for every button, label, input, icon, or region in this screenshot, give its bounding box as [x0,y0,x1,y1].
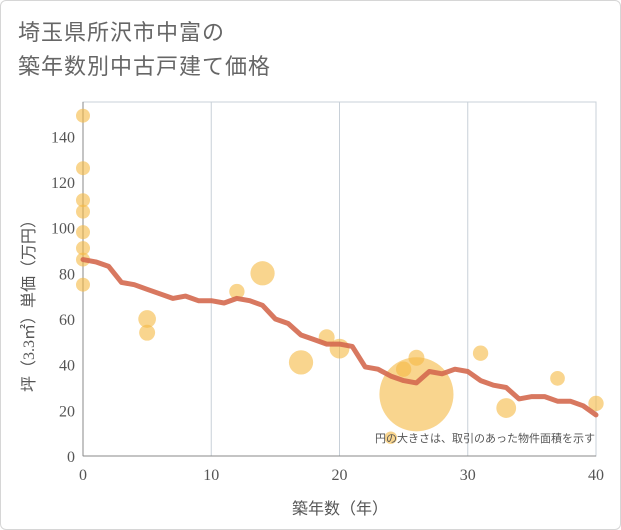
x-tick-label: 10 [203,467,219,484]
data-bubble [408,349,425,366]
data-bubble [379,357,454,432]
data-bubble [550,371,565,386]
bubble-size-note: 円の大きさは、取引のあった物件面積を示す [375,431,595,445]
data-bubble [496,398,517,418]
chart-title: 埼玉県所沢市中富の 築年数別中古戸建て価格 [18,17,271,85]
data-bubble [76,161,90,176]
average-price-line [80,257,599,418]
x-tick-label: 40 [588,467,604,484]
data-bubble [139,324,156,341]
data-bubble [472,345,489,361]
data-bubble [395,361,412,377]
data-bubble [588,395,604,412]
chart-title-line2: 築年数別中古戸建て価格 [18,55,272,80]
y-tick-label: 40 [59,358,75,375]
data-bubble [76,204,90,219]
data-bubble [76,108,90,123]
y-tick-label: 80 [59,266,75,283]
y-tick-label: 0 [67,449,75,466]
axis-ticks: 0 10 20 30 40 0 20 40 60 80 100 120 140 [51,129,604,484]
x-axis-label: 築年数（年） [292,500,388,518]
data-bubble [229,283,245,300]
y-axis-label: 坪（3.3㎡）単価（万円） [20,212,38,392]
x-tick-label: 20 [332,467,348,484]
data-bubble [76,225,90,240]
y-tick-label: 120 [51,175,75,192]
x-tick-label: 0 [79,467,87,484]
y-tick-label: 100 [51,221,75,238]
data-bubble [76,277,90,292]
y-tick-label: 20 [59,403,75,420]
chart-title-line1: 埼玉県所沢市中富の [18,21,226,46]
data-bubble [250,261,275,286]
y-tick-label: 60 [59,312,75,329]
x-tick-label: 30 [460,467,476,484]
y-tick-label: 140 [51,129,75,146]
data-bubble [138,310,156,328]
bubble-series [76,108,604,444]
data-bubble [76,241,90,256]
grid-lines [82,101,597,457]
data-bubble [76,193,90,208]
data-bubble [288,350,314,375]
data-bubble [384,431,398,444]
